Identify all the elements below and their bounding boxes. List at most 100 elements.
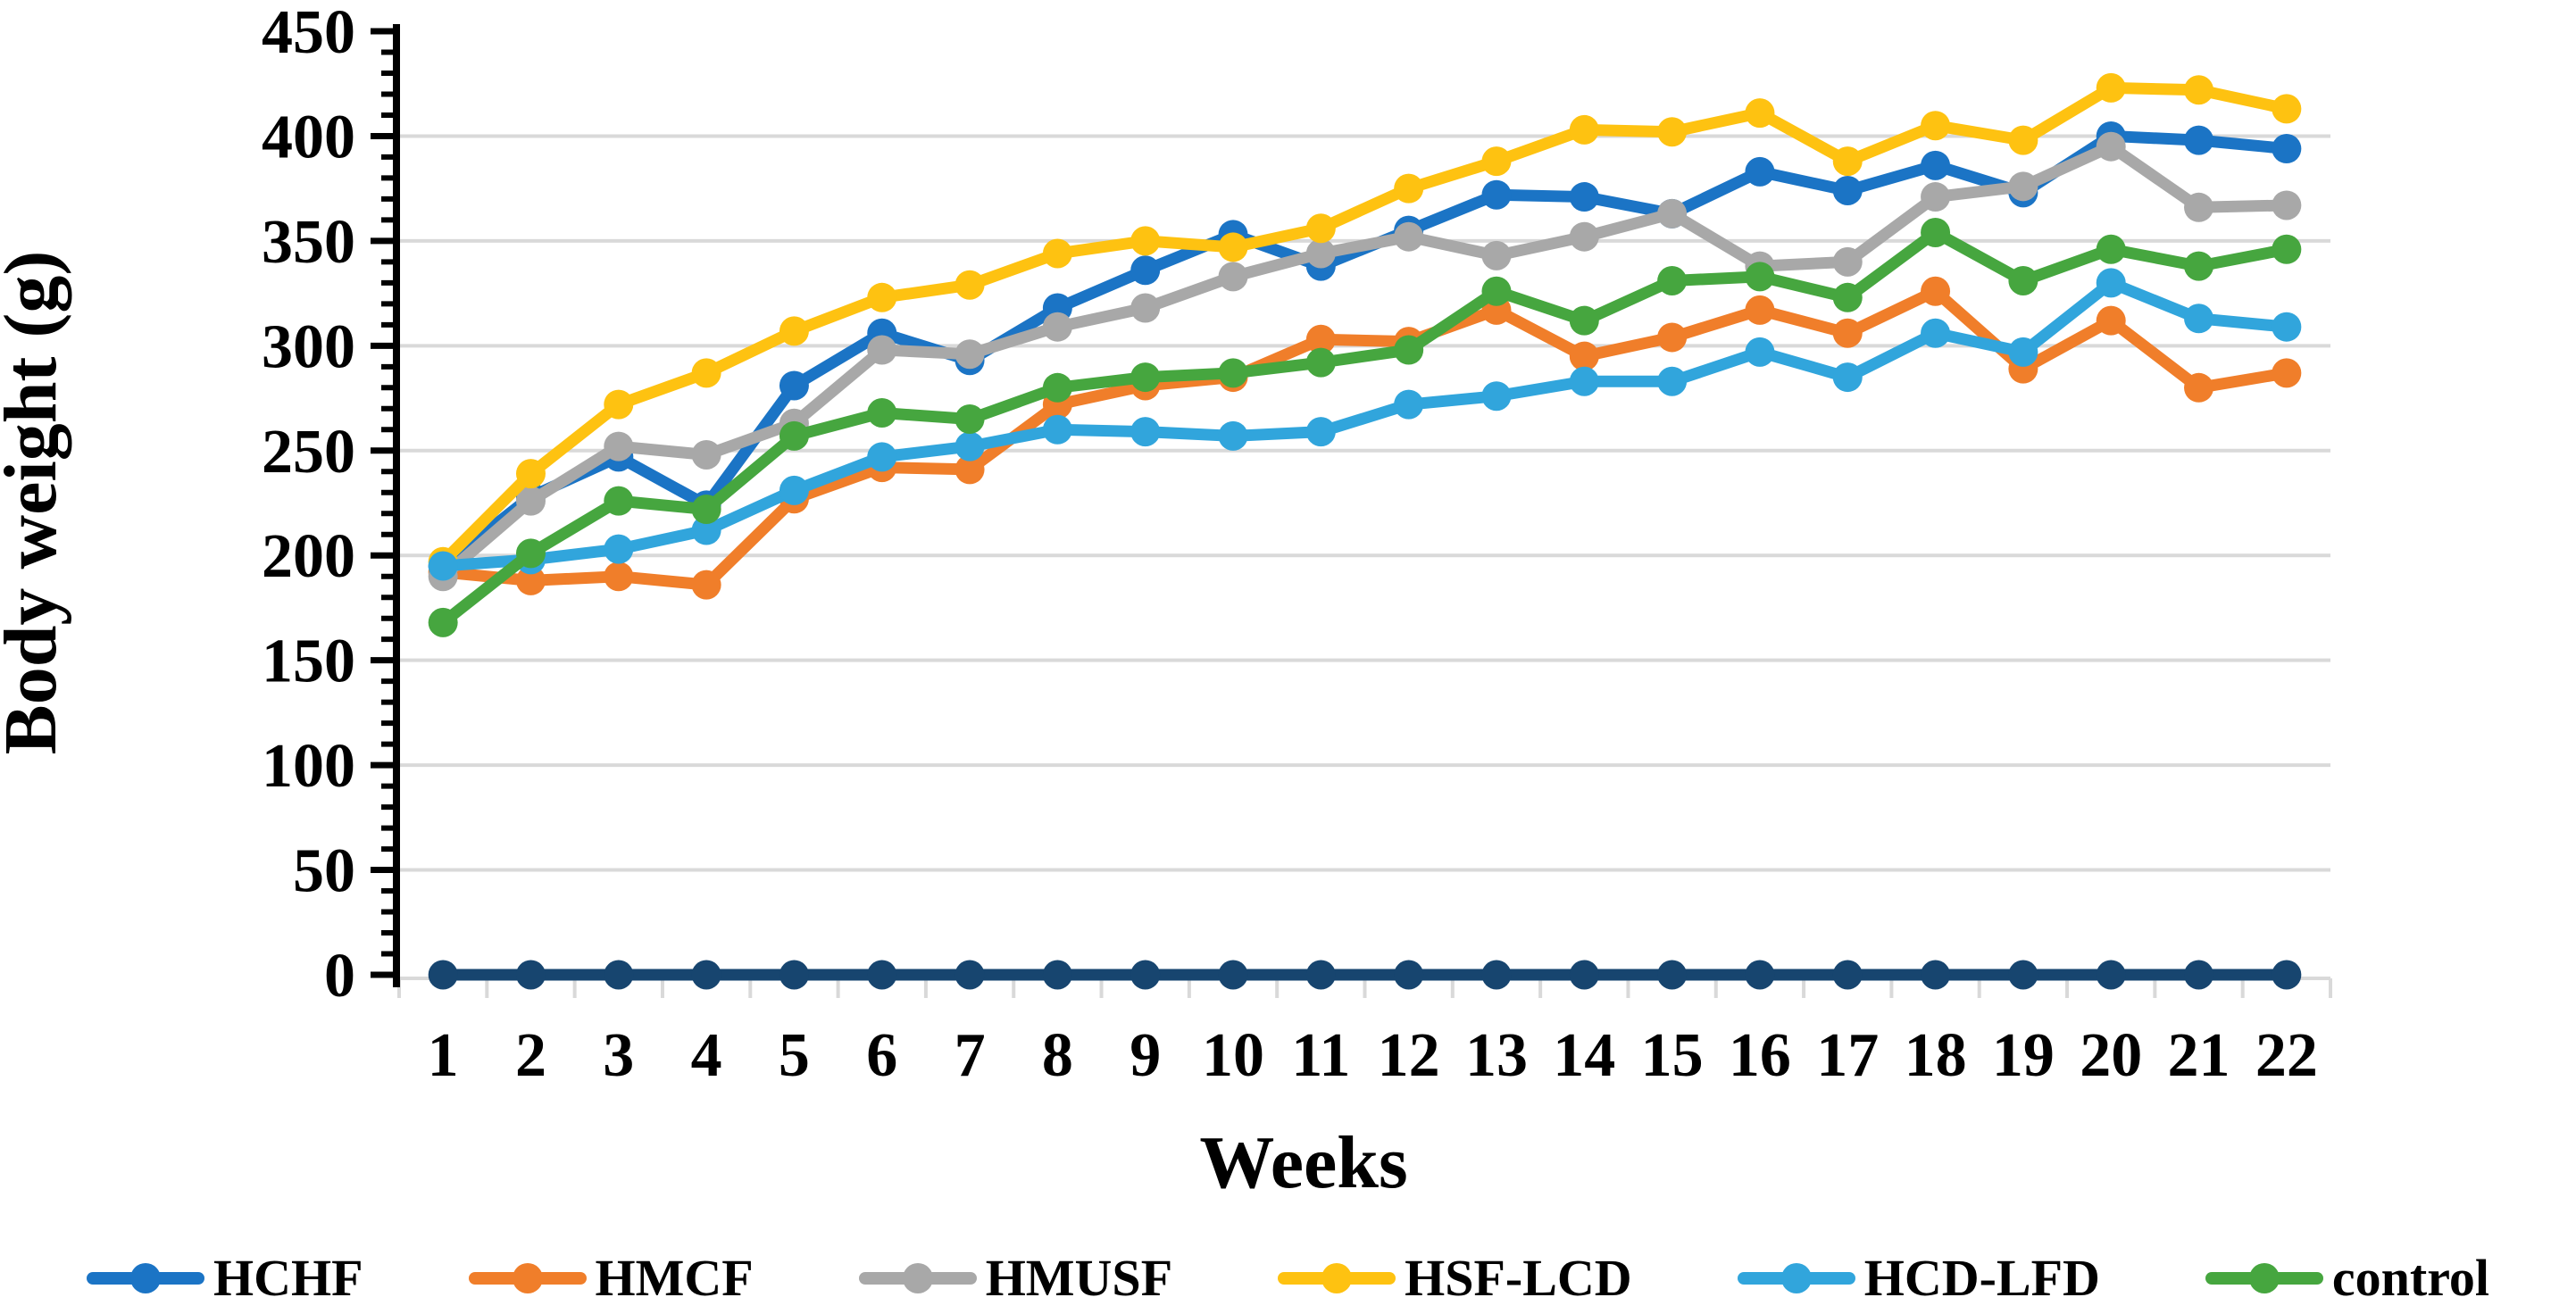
series-marker-zero-line-w16 [1745,960,1775,990]
x-tick-label: 10 [1202,1021,1264,1090]
legend-dot-icon [512,1263,543,1293]
series-marker-control-w2 [515,538,546,569]
series-marker-hmusf-w20 [2096,131,2126,162]
series-marker-hmusf-w18 [1921,182,1951,212]
series-marker-control-w15 [1657,266,1688,296]
y-tick-label: 350 [262,208,355,277]
series-marker-zero-line-w11 [1305,960,1336,990]
x-tick-label: 16 [1729,1021,1791,1090]
series-marker-hcd-lfd-w7 [955,431,985,462]
series-marker-hcd-lfd-w16 [1745,337,1775,367]
series-marker-hmcf-w20 [2096,305,2126,336]
legend-dot-icon [902,1263,933,1293]
x-tick-label: 13 [1465,1021,1528,1090]
y-axis-title: Body weight (g) [0,251,72,755]
series-marker-control-w6 [867,397,897,428]
legend-dot-icon [2248,1263,2280,1293]
series-marker-hcd-lfd-w13 [1481,381,1512,412]
series-marker-control-w10 [1218,358,1248,388]
series-marker-hsf-lcd-w8 [1042,238,1072,269]
series-marker-hsf-lcd-w19 [2008,125,2038,155]
series-marker-hsf-lcd-w5 [779,316,809,346]
series-marker-hmcf-w14 [1569,341,1599,371]
legend-marker-icon [2205,1263,2323,1293]
x-tick-label: 18 [1905,1021,1967,1090]
series-marker-hmusf-w8 [1042,312,1072,342]
series-marker-control-w7 [955,404,985,435]
series-marker-hsf-lcd-w14 [1569,114,1599,145]
x-tick-label: 15 [1641,1021,1704,1090]
series-marker-hsf-lcd-w7 [955,270,985,300]
series-line-hmcf [437,285,2293,591]
series-marker-zero-line-w13 [1481,960,1512,990]
series-marker-hsf-lcd-w21 [2184,75,2214,105]
series-marker-hsf-lcd-w3 [604,389,634,420]
series-line-hmusf [437,140,2293,583]
series-marker-control-w13 [1481,276,1512,306]
x-tick-label: 8 [1042,1021,1073,1090]
series-marker-hmcf-w17 [1832,318,1863,348]
series-marker-hsf-lcd-w17 [1832,146,1863,177]
series-marker-hmusf-w13 [1481,240,1512,270]
y-tick-label: 200 [262,522,355,591]
legend-item-hmusf: HMUSF [858,1249,1173,1307]
series-marker-zero-line-w20 [2096,960,2126,990]
legend-marker-icon [86,1263,204,1293]
series-marker-zero-line-w17 [1832,960,1863,990]
series-marker-hcd-lfd-w1 [428,551,458,581]
legend-label: HMCF [595,1249,754,1307]
series-marker-hsf-lcd-w10 [1218,232,1248,262]
series-marker-hmusf-w10 [1218,262,1248,292]
series-marker-zero-line-w12 [1394,960,1424,990]
series-marker-hmcf-w4 [691,570,721,600]
y-tick-label: 400 [262,103,355,171]
x-tick-label: 21 [2168,1021,2230,1090]
series-marker-hchf-w9 [1130,255,1161,286]
series-marker-control-w16 [1745,262,1775,292]
series-marker-hsf-lcd-w2 [515,459,546,489]
series-marker-hsf-lcd-w9 [1130,226,1161,256]
series-marker-hmusf-w22 [2272,190,2302,220]
y-tick-label: 150 [262,628,355,696]
y-tick-label: 250 [262,418,355,487]
series-marker-zero-line-w18 [1921,960,1951,990]
legend-marker-icon [1278,1263,1396,1293]
series-marker-hcd-lfd-w15 [1657,366,1688,396]
series-line-control [437,226,2293,628]
series-marker-hmcf-w7 [955,454,985,485]
series-marker-hsf-lcd-w18 [1921,111,1951,141]
series-marker-hmusf-w7 [955,339,985,370]
series-marker-hcd-lfd-w19 [2008,337,2038,367]
series-marker-hcd-lfd-w17 [1832,362,1863,393]
x-tick-label: 22 [2255,1021,2318,1090]
series-marker-control-w18 [1921,217,1951,247]
series-marker-control-w9 [1130,362,1161,393]
series-marker-hchf-w14 [1569,182,1599,212]
series-marker-hmusf-w19 [2008,171,2038,202]
series-marker-hchf-w16 [1745,156,1775,187]
series-marker-hmcf-w18 [1921,276,1951,306]
series-line-hcd-lfd [437,277,2293,572]
series-marker-zero-line-w21 [2184,960,2214,990]
series-marker-zero-line-w10 [1218,960,1248,990]
legend-label: HSF-LCD [1405,1249,1632,1307]
legend-label: HMUSF [985,1249,1173,1307]
series-marker-hsf-lcd-w15 [1657,117,1688,147]
series-marker-control-w19 [2008,266,2038,296]
series-marker-hcd-lfd-w8 [1042,414,1072,445]
legend-label: control [2331,1249,2490,1307]
series-marker-control-w21 [2184,251,2214,281]
y-tick-label: 300 [262,312,355,381]
x-tick-label: 19 [1992,1021,2055,1090]
series-marker-zero-line-w1 [428,960,458,990]
series-marker-hmusf-w21 [2184,192,2214,222]
series-marker-hmusf-w3 [604,431,634,462]
legend-label: HCD-LFD [1863,1249,2100,1307]
series-marker-hmusf-w9 [1130,293,1161,323]
series-line-hsf-lcd [437,81,2293,568]
series-marker-control-w11 [1305,347,1336,378]
series-marker-zero-line-w7 [955,960,985,990]
legend: HCHF HMCF HMUSF HSF-LCD HCD-LFD control [0,1243,2576,1314]
y-tick-label: 0 [324,942,355,1010]
